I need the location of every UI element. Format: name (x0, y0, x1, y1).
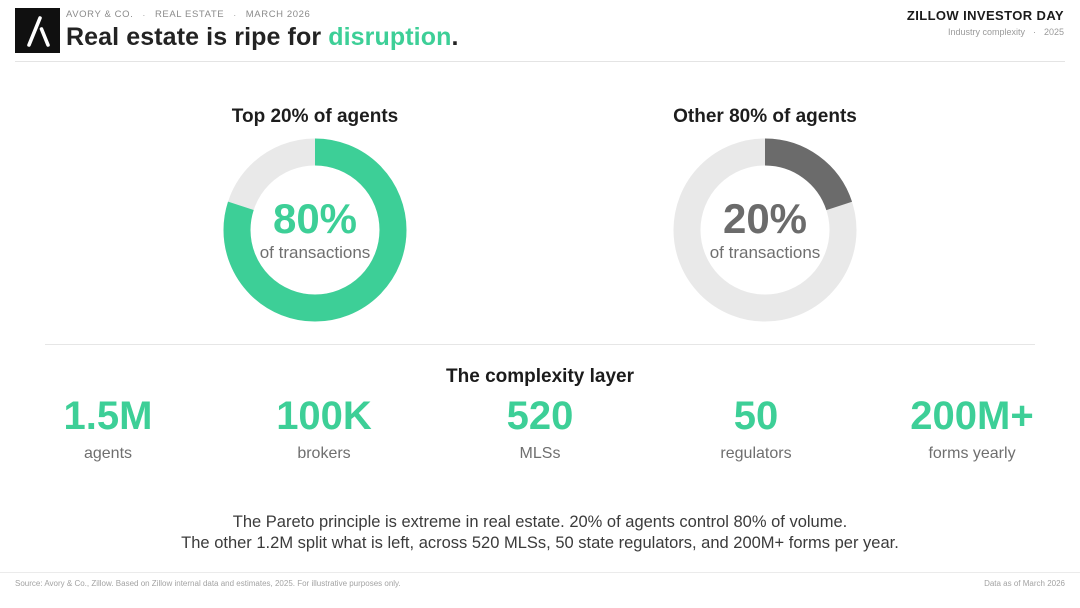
summary-paragraph: The Pareto principle is extreme in real … (0, 512, 1080, 554)
stat-value: 100K (276, 394, 372, 438)
page-title-prefix: Real estate is ripe for (66, 23, 329, 51)
footer-source: Source: Avory & Co., Zillow. Based on Zi… (15, 579, 401, 588)
event-subtitle: Industry complexity · 2025 (907, 27, 1064, 37)
donut-chart-other-agents: Other 80% of agents 20% of transactions (615, 106, 915, 322)
stat-forms: 200M+ forms yearly (864, 396, 1080, 463)
event-subtitle-year: 2025 (1043, 27, 1064, 37)
event-subtitle-separator: · (1032, 27, 1036, 37)
donut-svg (223, 138, 407, 322)
stat-label: regulators (720, 445, 792, 462)
breadcrumb: AVORY & CO. · REAL ESTATE · MARCH 2026 (66, 9, 459, 20)
breadcrumb-separator: · (142, 9, 146, 20)
breadcrumb-section: REAL ESTATE (154, 9, 225, 20)
summary-line-2: The other 1.2M split what is left, acros… (181, 534, 899, 552)
donut-chart: 80% of transactions (223, 138, 407, 322)
donut-chart-top-agents: Top 20% of agents 80% of transactions (165, 106, 465, 322)
breadcrumb-company: AVORY & CO. (66, 9, 134, 20)
section-divider (45, 344, 1035, 345)
stat-mlss: 520 MLSs (432, 396, 648, 463)
stat-agents: 1.5M agents (0, 396, 216, 463)
stat-label: MLSs (519, 445, 561, 462)
donut-chart-title: Other 80% of agents (673, 106, 857, 127)
donut-svg (673, 138, 857, 322)
footer-data-date: Data as of March 2026 (984, 579, 1065, 588)
breadcrumb-separator: · (233, 9, 237, 20)
section-title: The complexity layer (446, 366, 634, 387)
header-left: AVORY & CO. · REAL ESTATE · MARCH 2026 R… (66, 9, 459, 52)
stat-label: agents (83, 445, 133, 462)
stat-value: 200M+ (910, 394, 1034, 438)
stat-brokers: 100K brokers (216, 396, 432, 463)
stat-value: 1.5M (63, 394, 153, 438)
summary-line-1: The Pareto principle is extreme in real … (232, 513, 848, 531)
event-subtitle-topic: Industry complexity (947, 27, 1025, 37)
stat-label: forms yearly (928, 445, 1016, 462)
page-title-highlight: disruption (328, 23, 452, 51)
footer-divider (0, 572, 1080, 573)
donut-chart: 20% of transactions (673, 138, 857, 322)
avory-logo-icon (15, 8, 60, 53)
footer: Source: Avory & Co., Zillow. Based on Zi… (15, 579, 1065, 588)
breadcrumb-date: MARCH 2026 (245, 9, 311, 20)
stat-label: brokers (297, 445, 351, 462)
page-title-suffix: . (451, 23, 459, 51)
page-title: Real estate is ripe for disruption. (66, 23, 459, 52)
event-title: ZILLOW INVESTOR DAY (906, 8, 1064, 23)
stat-regulators: 50 regulators (648, 396, 864, 463)
header-divider (15, 61, 1065, 62)
stat-value: 520 (506, 394, 574, 438)
donut-chart-title: Top 20% of agents (231, 106, 399, 127)
header-right: ZILLOW INVESTOR DAY Industry complexity … (907, 8, 1064, 37)
stats-row: 1.5M agents 100K brokers 520 MLSs 50 reg… (0, 396, 1080, 463)
stat-value: 50 (733, 394, 779, 438)
